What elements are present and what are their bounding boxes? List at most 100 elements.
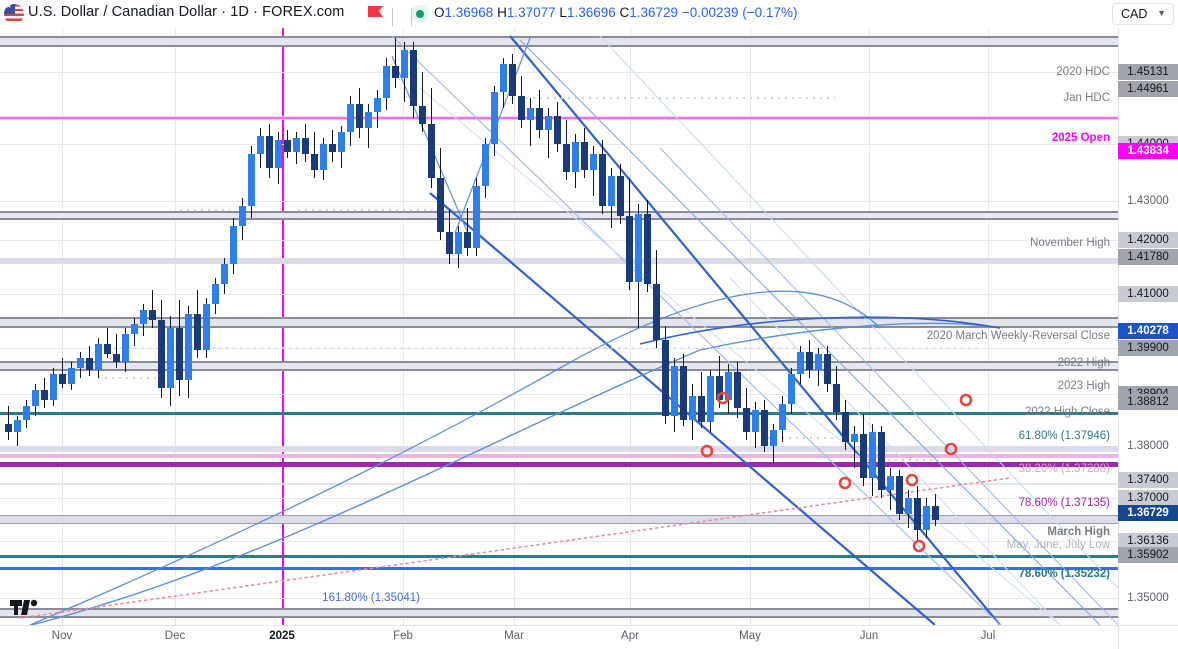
time-axis-label: May <box>739 630 761 642</box>
high-value: 1.37077 <box>506 5 556 20</box>
time-axis-label: Feb <box>393 630 413 642</box>
price-axis-label: 1.43000 <box>1127 195 1169 207</box>
price-axis-label: 1.44961 <box>1118 81 1178 97</box>
chart-plot-area[interactable]: 2020 HDC Jan HDC 2025 Open November High 202… <box>0 28 1118 625</box>
horizontal-gridline <box>0 348 1118 349</box>
price-axis-label: 1.37400 <box>1118 472 1178 488</box>
price-zone <box>0 483 1118 485</box>
low-value: 1.36696 <box>566 5 616 20</box>
candle <box>563 144 570 172</box>
red-flag-icon[interactable] <box>368 6 383 22</box>
chart-annotation-label: March High <box>1047 526 1110 538</box>
change-percent: (−0.17%) <box>742 5 798 20</box>
price-axis-label: 1.35902 <box>1118 547 1178 563</box>
price-level-line <box>0 523 1118 524</box>
chart-annotation-label: 2023 High <box>1057 380 1110 392</box>
candle <box>329 144 336 152</box>
price-level-line <box>0 218 1118 220</box>
candle <box>590 154 597 170</box>
horizontal-gridline <box>0 201 1118 202</box>
time-axis-label: Dec <box>164 630 186 642</box>
price-axis-label: 1.38000 <box>1127 440 1169 452</box>
chart-header: U.S. Dollar / Canadian Dollar · 1D · FOR… <box>0 0 1178 28</box>
horizontal-gridline <box>0 394 1118 395</box>
chart-annotation-label: 2020 March Weekly-Reversal Close <box>926 330 1110 342</box>
candle <box>644 214 651 284</box>
chart-annotation-label: November High <box>1030 237 1110 249</box>
candle <box>437 178 444 232</box>
time-axis-label: Nov <box>51 630 73 642</box>
price-zone <box>0 446 1118 452</box>
price-level-line <box>0 317 1118 319</box>
candle <box>32 390 39 406</box>
candle <box>320 144 327 170</box>
price-zone <box>0 258 1118 264</box>
horizontal-gridline <box>0 144 1118 145</box>
chart-annotation-label: 2022 High Close <box>1024 406 1110 418</box>
price-level-line <box>0 369 1118 371</box>
price-level-line <box>0 608 1118 610</box>
currency-select-value: CAD <box>1121 7 1148 21</box>
candle <box>482 144 489 186</box>
candle <box>365 112 372 128</box>
instrument-title[interactable]: U.S. Dollar / Canadian Dollar · 1D · FOR… <box>28 4 345 20</box>
time-axis-label: Apr <box>621 630 639 642</box>
chart-annotation-label: 2022 High <box>1057 357 1110 369</box>
candle <box>221 264 228 284</box>
price-level-line <box>0 515 1118 516</box>
price-level-line <box>0 326 1118 328</box>
header-divider-2 <box>411 8 412 26</box>
price-level-line <box>0 45 1118 47</box>
close-label: C <box>619 5 630 20</box>
price-axis-label: 1.41000 <box>1118 286 1178 302</box>
chart-annotation-label: 78.60% (1.35232) <box>1018 568 1110 580</box>
chart-annotation-label: 78.60% (1.37135) <box>1018 497 1110 509</box>
tradingview-logo <box>10 599 38 615</box>
ohlc-readout: O1.36968 H1.37077 L1.36696 C1.36729 −0.0… <box>434 5 797 20</box>
price-axis-label: 1.43834 <box>1118 143 1178 159</box>
open-value: 1.36968 <box>444 5 494 20</box>
low-label: L <box>559 5 567 20</box>
chart-annotation-label: 38.20% (1.37288) <box>1018 463 1110 475</box>
chart-annotation-label: 2020 HDC <box>1056 66 1110 78</box>
market-open-dot[interactable] <box>411 5 429 23</box>
price-axis-label: 1.38812 <box>1118 394 1178 410</box>
candle <box>419 106 426 124</box>
candle <box>662 340 669 416</box>
price-level-line <box>0 211 1118 213</box>
candle <box>581 142 588 170</box>
price-level-line <box>0 117 1118 119</box>
price-axis-label: 1.35000 <box>1127 592 1169 604</box>
time-axis-label: 2025 <box>269 630 295 642</box>
price-axis-label: 1.42000 <box>1118 232 1178 248</box>
chart-annotation-label: Jan HDC <box>1063 92 1110 104</box>
price-zone <box>0 555 1118 558</box>
change-value: −0.00239 <box>681 5 739 20</box>
candle <box>311 154 318 170</box>
horizontal-gridline <box>0 294 1118 295</box>
time-axis-label: Jun <box>859 630 879 642</box>
price-zone <box>0 454 1118 458</box>
signal-marker <box>959 393 973 407</box>
candle <box>572 142 579 172</box>
price-axis-label: 1.36729 <box>1118 505 1178 521</box>
time-axis[interactable]: Nov Dec 2025 Feb Mar Apr May Jun Jul <box>0 625 1118 649</box>
candle <box>248 154 255 206</box>
high-label: H <box>497 5 507 20</box>
chart-annotation-label: 61.80% (1.37946) <box>1018 430 1110 442</box>
price-axis-label: 1.37000 <box>1118 490 1178 506</box>
price-level-line <box>0 36 1118 38</box>
us-flag-icon <box>4 4 24 24</box>
price-axis[interactable]: 1.451311.449611.440001.438341.430001.420… <box>1118 28 1178 649</box>
chart-annotation-label: 161.80% (1.35041) <box>322 592 420 604</box>
axis-corner[interactable] <box>1118 625 1178 649</box>
chart-annotation-label: 2025 Open <box>1051 132 1110 144</box>
price-level-line <box>0 616 1118 618</box>
header-divider-1 <box>392 8 393 26</box>
time-axis-label: Jul <box>980 630 996 642</box>
candle <box>599 154 606 206</box>
currency-select[interactable]: CAD ▼ <box>1112 3 1174 25</box>
price-axis-label: 1.39900 <box>1118 340 1178 356</box>
chart-annotation-label: May, June, July Low <box>1006 539 1110 551</box>
